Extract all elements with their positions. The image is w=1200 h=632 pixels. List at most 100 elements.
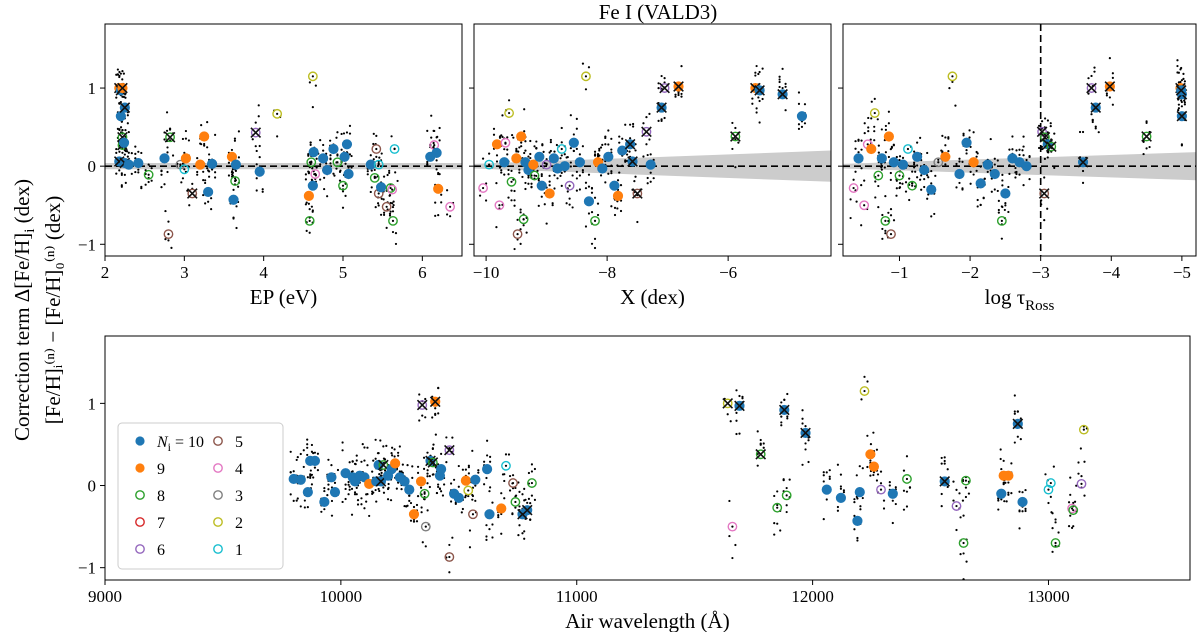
scatter-dot (319, 163, 322, 166)
scatter-dot (388, 212, 392, 215)
scatter-dot (1180, 143, 1183, 146)
scatter-dot (993, 188, 996, 191)
scatter-dot (446, 213, 449, 216)
scatter-dot (604, 143, 607, 146)
scatter-dot (855, 474, 858, 477)
scatter-dot (373, 168, 376, 172)
scatter-dot (488, 152, 491, 155)
cross-marker (641, 126, 652, 138)
cross-marker (734, 400, 745, 412)
scatter-dot (616, 207, 619, 210)
scatter-dot (758, 99, 761, 103)
scatter-dot (1182, 72, 1185, 75)
scatter-dot (587, 173, 591, 176)
scatter-dot (322, 149, 325, 152)
legend-marker-n9 (135, 463, 145, 473)
scatter-dot (979, 203, 982, 206)
scatter-dot (323, 508, 326, 511)
scatter-dot (828, 477, 831, 481)
scatter-dot (372, 459, 375, 462)
scatter-dot (572, 149, 575, 152)
scatter-dot (997, 199, 1000, 203)
cross-marker (444, 444, 455, 456)
cross-marker (1090, 102, 1102, 113)
scatter-dot (1047, 501, 1050, 505)
scatter-dot (880, 168, 883, 171)
marker-n6 (1086, 83, 1097, 93)
scatter-dot (604, 181, 607, 184)
scatter-dot (584, 187, 588, 190)
cross-marker (521, 504, 533, 516)
scatter-dot (203, 144, 206, 147)
scatter-dot (171, 154, 175, 157)
scatter-dot (517, 533, 520, 537)
cross-marker (754, 85, 765, 96)
scatter-dot (1004, 201, 1007, 205)
axes-frame-wavelength (104, 335, 1191, 581)
scatter-dot (610, 148, 613, 151)
marker-center-dot (341, 184, 345, 187)
marker-n2 (581, 71, 591, 82)
marker-n10 (617, 145, 628, 156)
scatter-dot (773, 494, 776, 498)
scatter-dot (797, 91, 801, 94)
scatter-dot (344, 194, 347, 198)
scatter-dot (387, 486, 390, 489)
marker-center-dot (510, 180, 513, 183)
scatter-dot (1054, 544, 1057, 547)
scatter-dot (126, 155, 129, 158)
scatter-dot (369, 190, 372, 194)
scatter-dot (776, 490, 779, 493)
scatter-dot (1094, 125, 1097, 128)
scatter-dot (1069, 476, 1072, 479)
scatter-dot (409, 501, 413, 505)
scatter-dot (333, 174, 336, 177)
scatter-dot (1177, 103, 1180, 106)
y-axis-label-main: Correction term Δ[Fe/H] (10, 233, 34, 441)
marker-n10 (609, 180, 620, 191)
cross-marker (800, 427, 811, 439)
x-tick-label: 10000 (320, 587, 363, 606)
scatter-dot (416, 465, 420, 468)
scatter-dot (514, 495, 517, 498)
scatter-dot (758, 70, 761, 74)
legend-marker-n3 (213, 490, 223, 500)
scatter-dot (492, 133, 496, 136)
scatter-dot (590, 186, 594, 190)
scatter-dot (353, 491, 357, 494)
cross-marker (119, 102, 131, 113)
scatter-dot (366, 173, 369, 176)
legend-label-suffix: = 10 (171, 434, 204, 451)
scatter-dot (996, 159, 999, 162)
scatter-dot (426, 451, 429, 454)
scatter-dot (519, 228, 522, 231)
y-tick-label: −1 (78, 559, 96, 578)
scatter-dot (807, 460, 810, 464)
scatter-dot (762, 442, 765, 445)
scatter-dot (607, 143, 610, 146)
marker-n10 (307, 180, 318, 191)
scatter-dot (1049, 122, 1052, 125)
scatter-dot (484, 199, 488, 202)
marker-center-dot (889, 233, 893, 236)
scatter-dot (314, 84, 317, 87)
scatter-dot (1018, 153, 1021, 156)
scatter-dot (1111, 76, 1114, 79)
scatter-dot (140, 151, 143, 155)
scatter-dot (409, 519, 413, 522)
scatter-dot (530, 185, 533, 189)
scatter-dot (382, 486, 385, 489)
scatter-dot (391, 230, 395, 234)
scatter-dot (598, 147, 601, 151)
y-tick-label: 1 (88, 79, 97, 98)
scatter-dot (506, 136, 509, 139)
x-tick-label: −4 (1102, 263, 1121, 282)
x-tick-label: −3 (1032, 263, 1050, 282)
scatter-dot (401, 463, 404, 466)
scatter-dot (807, 439, 810, 442)
scatter-dot (1025, 158, 1028, 162)
marker-n3 (420, 521, 431, 532)
scatter-dot (1097, 131, 1100, 134)
